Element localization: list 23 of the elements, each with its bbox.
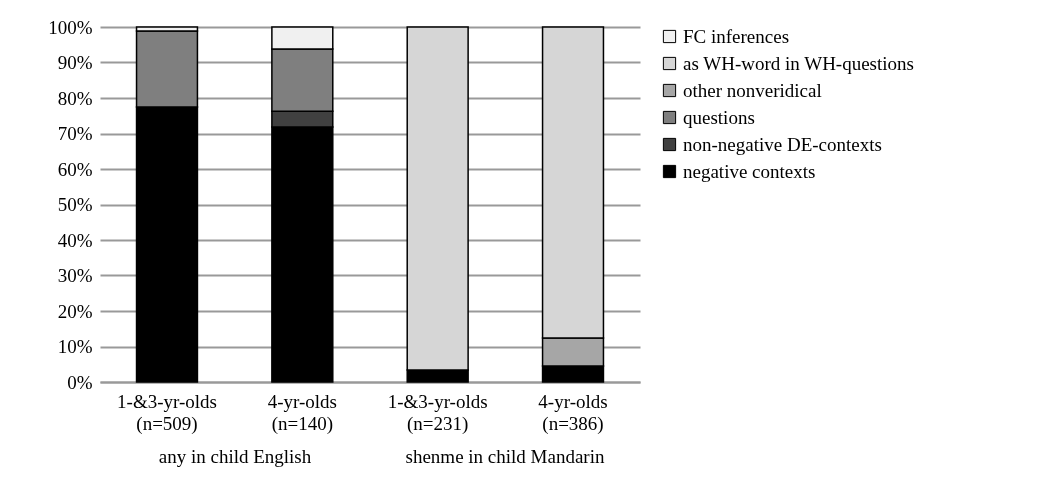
legend-label: as WH-word in WH-questions bbox=[683, 52, 914, 74]
y-tick-label: 70% bbox=[57, 123, 93, 144]
y-tick-label: 80% bbox=[57, 87, 93, 109]
legend-label: FC inferences bbox=[683, 25, 790, 47]
y-tick-label: 60% bbox=[57, 158, 93, 180]
y-tick-label: 0% bbox=[67, 371, 93, 393]
y-tick-label: 40% bbox=[57, 229, 93, 251]
legend-label: negative contexts bbox=[683, 160, 816, 182]
legend-label: other nonveridical bbox=[683, 79, 822, 101]
legend-label: questions bbox=[683, 106, 755, 128]
y-tick-label: 10% bbox=[57, 336, 93, 357]
text: any in child English bbox=[158, 446, 312, 467]
x-tick-label: 1-&3-yr-olds (n=231) bbox=[387, 390, 488, 435]
text: shenme in child Mandarin bbox=[405, 446, 605, 467]
x-tick-label: 1-&3-yr-olds (n=509) bbox=[117, 390, 217, 435]
x-tick-label: 4-yr-olds (n=140) bbox=[267, 390, 337, 435]
legend-label: non-negative DE-contexts bbox=[683, 133, 882, 155]
x-tick-label: 4-yr-olds (n=386) bbox=[538, 390, 608, 435]
y-tick-label: 50% bbox=[57, 194, 93, 215]
y-tick-label: 20% bbox=[57, 300, 93, 322]
y-tick-label: 100% bbox=[48, 16, 93, 38]
y-tick-label: 90% bbox=[57, 52, 93, 73]
y-tick-label: 30% bbox=[57, 265, 93, 286]
